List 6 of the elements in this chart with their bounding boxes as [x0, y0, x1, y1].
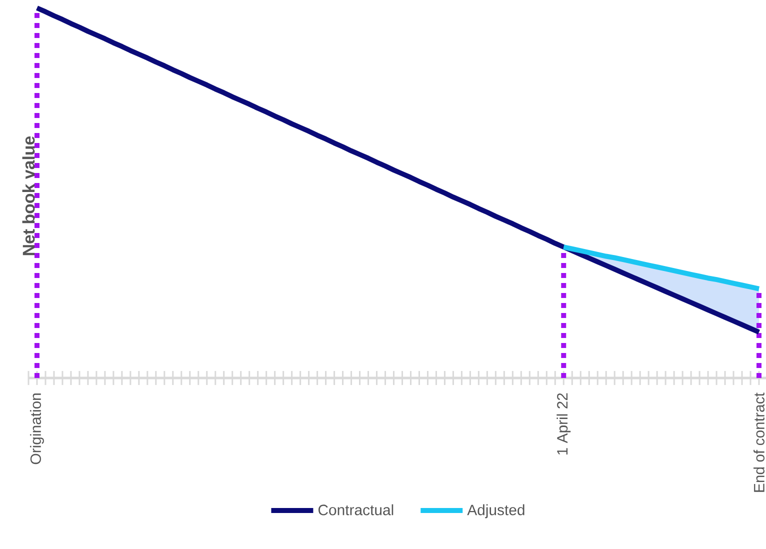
- x-tick-label: Origination: [30, 394, 44, 464]
- legend-label: Adjusted: [467, 504, 524, 518]
- legend-label: Contractual: [318, 504, 394, 516]
- x-tick-label: End of contract: [754, 392, 764, 492]
- x-tick-label: 1 April 22: [556, 393, 571, 455]
- y-axis-title: Net book value: [22, 136, 35, 256]
